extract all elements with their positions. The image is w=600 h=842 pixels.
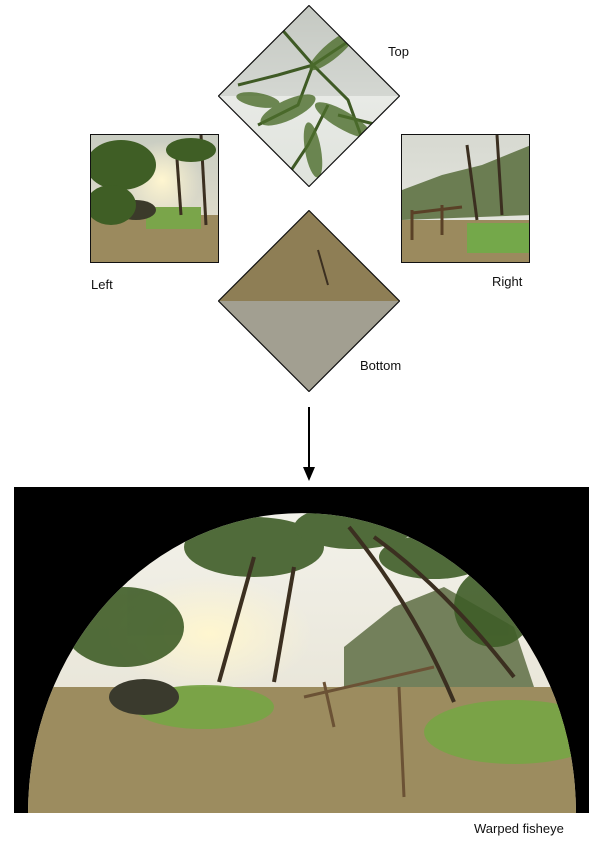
top-label: Top: [388, 44, 409, 59]
bottom-face-diamond: [218, 210, 400, 392]
left-face: [90, 134, 219, 263]
top-face-diamond: [218, 5, 400, 187]
fisheye-output-image: [14, 487, 589, 813]
down-arrow: [302, 407, 316, 481]
right-label: Right: [492, 274, 523, 289]
output-label: Warped fisheye: [474, 821, 564, 836]
left-label: Left: [91, 277, 113, 292]
right-face: [401, 134, 530, 263]
bottom-label: Bottom: [360, 358, 402, 373]
